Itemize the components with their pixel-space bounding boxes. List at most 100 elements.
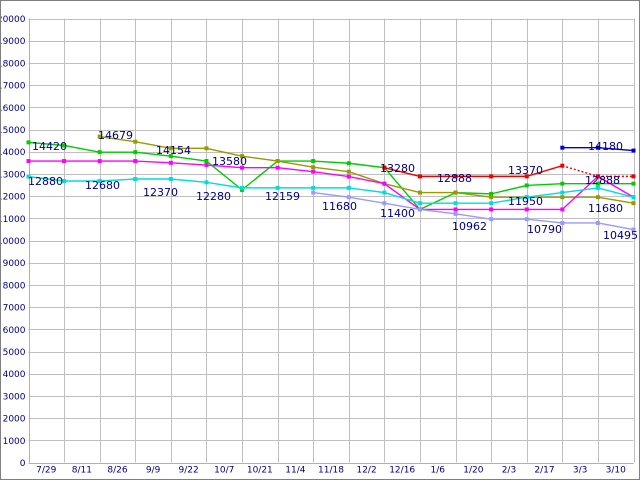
series-segment — [419, 191, 456, 211]
series-segment — [597, 187, 634, 198]
data-point-marker — [524, 217, 529, 222]
series-segment — [313, 160, 349, 164]
series-lavender — [311, 190, 636, 232]
data-point-marker — [311, 169, 316, 174]
series-segment — [277, 166, 314, 173]
data-value-label: 10495 — [603, 229, 638, 242]
series-cyan — [26, 174, 636, 206]
data-point-marker — [311, 190, 316, 195]
data-point-marker — [453, 174, 458, 179]
data-point-marker — [417, 201, 422, 206]
x-axis-tick-label: 7/29 — [36, 466, 56, 476]
x-axis-tick-label: 11/18 — [318, 466, 344, 476]
x-axis-tick-label: 12/16 — [389, 466, 415, 476]
y-axis-ticks: 0 1000 2000 3000 4000 5000 6000 7000 8000 9000 100… — [0, 15, 26, 469]
data-point-marker — [595, 185, 600, 190]
data-point-marker — [524, 174, 529, 179]
data-point-marker — [346, 161, 351, 166]
data-point-marker — [346, 185, 351, 190]
data-point-marker — [489, 191, 494, 196]
series-segment — [526, 218, 563, 224]
series-segment — [455, 213, 492, 220]
data-point-marker — [560, 195, 565, 200]
y-axis-tick-label: 17000 — [0, 82, 26, 92]
y-axis-tick-label: 13000 — [0, 170, 26, 180]
x-axis-tick-label: 12/2 — [356, 466, 376, 476]
data-value-label: 14180 — [588, 140, 623, 153]
x-axis-tick-label: 10/21 — [247, 466, 273, 476]
series-segment — [597, 222, 634, 231]
data-point-marker — [560, 190, 565, 195]
series-segment — [348, 196, 385, 204]
y-axis-tick-label: 1000 — [3, 437, 26, 447]
series-segment — [241, 160, 279, 191]
series-segment — [526, 165, 563, 178]
series-segment — [206, 147, 243, 157]
y-axis-tick-label: 4000 — [3, 370, 26, 380]
data-point-marker — [560, 181, 565, 186]
data-point-marker — [275, 185, 280, 190]
data-point-marker — [346, 174, 351, 179]
data-point-marker — [204, 163, 209, 168]
data-point-marker — [453, 211, 458, 216]
grid-lines — [28, 18, 635, 464]
data-value-label: 13580 — [212, 155, 247, 168]
x-axis-tick-label: 9/22 — [179, 466, 199, 476]
data-point-marker — [133, 150, 138, 155]
series-segment — [206, 164, 243, 169]
series-segment — [170, 178, 207, 184]
data-point-marker — [204, 159, 209, 164]
data-point-marker — [631, 195, 636, 200]
series-olive — [97, 134, 636, 206]
x-axis-tick-label: 3/10 — [606, 466, 626, 476]
y-axis-tick-label: 8000 — [3, 281, 26, 291]
x-axis-tick-label: 1/20 — [463, 466, 483, 476]
data-point-marker — [489, 201, 494, 206]
data-point-marker — [168, 154, 173, 159]
data-point-marker — [346, 169, 351, 174]
x-axis-tick-label: 3/3 — [573, 466, 587, 476]
data-value-label: 12880 — [28, 175, 63, 188]
data-point-marker — [240, 185, 245, 190]
data-point-marker — [240, 165, 245, 170]
series-segment — [28, 175, 65, 182]
data-point-marker — [453, 190, 458, 195]
data-point-marker — [595, 181, 600, 186]
series-segment — [419, 208, 456, 215]
data-point-marker — [524, 207, 529, 212]
series-segment — [170, 155, 207, 162]
data-point-marker — [595, 220, 600, 225]
series-segment — [313, 170, 349, 178]
y-axis-tick-label: 14000 — [0, 148, 26, 158]
data-point-marker — [631, 227, 636, 232]
data-point-marker — [204, 146, 209, 151]
y-axis-tick-label: 11000 — [0, 215, 26, 225]
data-value-label: 11680 — [322, 200, 357, 213]
data-point-marker — [382, 181, 387, 186]
data-point-marker — [133, 139, 138, 144]
data-point-marker — [97, 150, 102, 155]
data-point-marker — [524, 183, 529, 188]
y-axis-tick-label: 19000 — [0, 37, 26, 47]
data-point-marker — [453, 201, 458, 206]
series-segment — [561, 175, 599, 210]
series-segment — [562, 187, 599, 194]
data-point-marker — [595, 195, 600, 200]
data-point-marker — [631, 181, 636, 186]
series-segment — [170, 162, 207, 166]
data-point-marker — [97, 179, 102, 184]
y-axis-tick-label: 10000 — [0, 237, 26, 247]
x-axis-tick-label: 8/11 — [72, 466, 92, 476]
data-point-marker — [595, 174, 600, 179]
series-segment — [277, 160, 314, 168]
data-point-marker — [453, 207, 458, 212]
data-value-label: 11680 — [588, 202, 623, 215]
y-axis-tick-label: 5000 — [3, 348, 26, 358]
data-series-group — [26, 134, 636, 232]
series-segment — [63, 144, 100, 153]
x-axis-tick-label: 11/4 — [285, 466, 305, 476]
x-axis-tick-label: 10/7 — [214, 466, 234, 476]
